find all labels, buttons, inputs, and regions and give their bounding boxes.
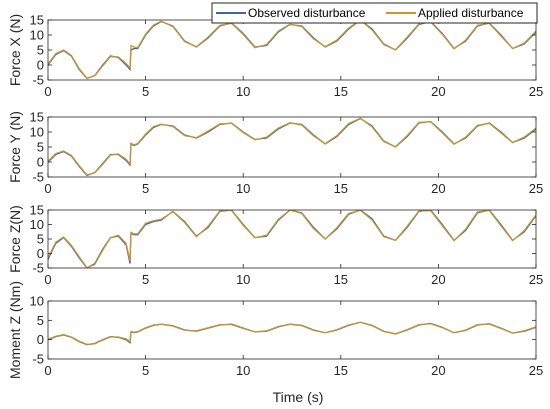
x-tick-label: 0 <box>44 272 51 287</box>
y-tick-label: 10 <box>30 294 44 309</box>
x-tick-label: 20 <box>431 181 445 196</box>
y-tick-label: 10 <box>30 217 44 232</box>
y-tick-label: -5 <box>32 352 44 367</box>
y-tick-label: -5 <box>32 170 44 185</box>
x-tick-label: 5 <box>142 84 149 99</box>
y-tick-label: 5 <box>37 140 44 155</box>
x-tick-label: 5 <box>142 363 149 378</box>
x-tick-label: 15 <box>334 84 348 99</box>
axes-frame <box>47 300 537 360</box>
x-tick-label: 0 <box>44 181 51 196</box>
series-line-observed <box>48 321 536 346</box>
x-tick-label: 25 <box>529 272 543 287</box>
x-tick-label: 5 <box>142 272 149 287</box>
x-tick-label: 5 <box>142 181 149 196</box>
x-tick-label: 20 <box>431 84 445 99</box>
legend: Observed disturbance Applied disturbance <box>211 2 538 24</box>
axes-frame <box>47 19 537 81</box>
y-tick-label: 5 <box>37 232 44 247</box>
series-line-applied <box>48 321 536 345</box>
x-tick-label: 10 <box>236 272 250 287</box>
x-tick-label: 15 <box>334 272 348 287</box>
y-tick-label: 5 <box>37 43 44 58</box>
y-tick-label: 15 <box>30 203 44 218</box>
x-tick-label: 25 <box>529 84 543 99</box>
y-tick-label: 10 <box>30 125 44 140</box>
x-tick-label: 20 <box>431 272 445 287</box>
legend-box <box>211 2 538 24</box>
y-tick-label: 0 <box>37 332 44 347</box>
x-tick-label: 0 <box>44 363 51 378</box>
x-tick-label: 15 <box>334 181 348 196</box>
y-tick-label: 15 <box>30 110 44 125</box>
y-tick-label: 5 <box>37 313 44 328</box>
y-tick-label: 15 <box>30 13 44 28</box>
y-axis-title: Moment Z (Nm) <box>7 281 23 379</box>
y-tick-label: -5 <box>32 73 44 88</box>
axes-frame <box>47 116 537 178</box>
x-tick-label: 15 <box>334 363 348 378</box>
y-axis-title: Force Y (N) <box>7 111 23 183</box>
series-line-observed <box>48 20 536 80</box>
x-tick-label: 0 <box>44 84 51 99</box>
x-tick-label: 25 <box>529 363 543 378</box>
x-tick-label: 10 <box>236 181 250 196</box>
y-tick-label: -5 <box>32 261 44 276</box>
legend-label-applied: Applied disturbance <box>418 6 524 20</box>
y-tick-label: 0 <box>37 246 44 261</box>
y-axis-title: Force Z(N) <box>7 205 23 273</box>
y-axis-title: Force X (N) <box>7 14 23 86</box>
x-tick-label: 10 <box>236 363 250 378</box>
x-axis-title: Time (s) <box>273 389 324 405</box>
x-tick-label: 25 <box>529 181 543 196</box>
x-tick-label: 10 <box>236 84 250 99</box>
series-line-applied <box>48 20 536 79</box>
series-line-applied <box>48 210 536 268</box>
y-tick-label: 0 <box>37 58 44 73</box>
y-tick-label: 0 <box>37 155 44 170</box>
series-line-applied <box>48 117 536 176</box>
series-line-observed <box>48 117 536 177</box>
legend-label-observed: Observed disturbance <box>248 6 366 20</box>
x-tick-label: 20 <box>431 363 445 378</box>
y-tick-label: 10 <box>30 28 44 43</box>
